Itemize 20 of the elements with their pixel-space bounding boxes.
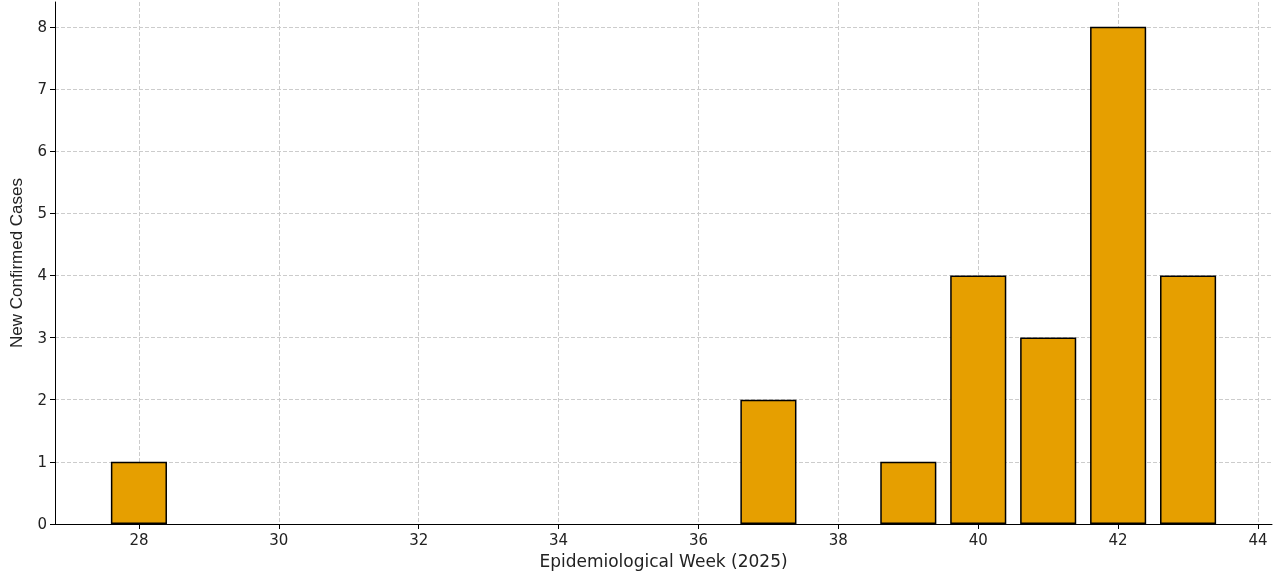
x-tick-label: 32 bbox=[409, 530, 429, 549]
x-tick-label: 30 bbox=[269, 530, 289, 549]
x-tick-label: 40 bbox=[968, 530, 988, 549]
x-tick-label: 36 bbox=[688, 530, 709, 549]
x-tick-label: 44 bbox=[1248, 530, 1268, 549]
y-tick-label: 2 bbox=[37, 390, 47, 409]
x-axis-title: Epidemiological Week (2025) bbox=[539, 550, 788, 571]
y-tick-label: 5 bbox=[37, 204, 47, 223]
x-tick-label: 42 bbox=[1108, 530, 1128, 549]
y-tick-label: 8 bbox=[37, 17, 47, 36]
x-tick-label: 28 bbox=[129, 530, 149, 549]
x-tick-label: 38 bbox=[828, 530, 848, 549]
y-tick-label: 1 bbox=[37, 452, 47, 471]
y-tick-label: 4 bbox=[37, 266, 47, 285]
y-axis-title: New Confirmed Cases bbox=[7, 177, 26, 349]
y-tick-label: 6 bbox=[37, 142, 47, 161]
y-tick-label: 3 bbox=[37, 328, 47, 347]
y-tick-label: 7 bbox=[37, 80, 47, 98]
x-tick-label: 34 bbox=[549, 530, 569, 549]
y-tick-label: 0 bbox=[37, 515, 47, 533]
